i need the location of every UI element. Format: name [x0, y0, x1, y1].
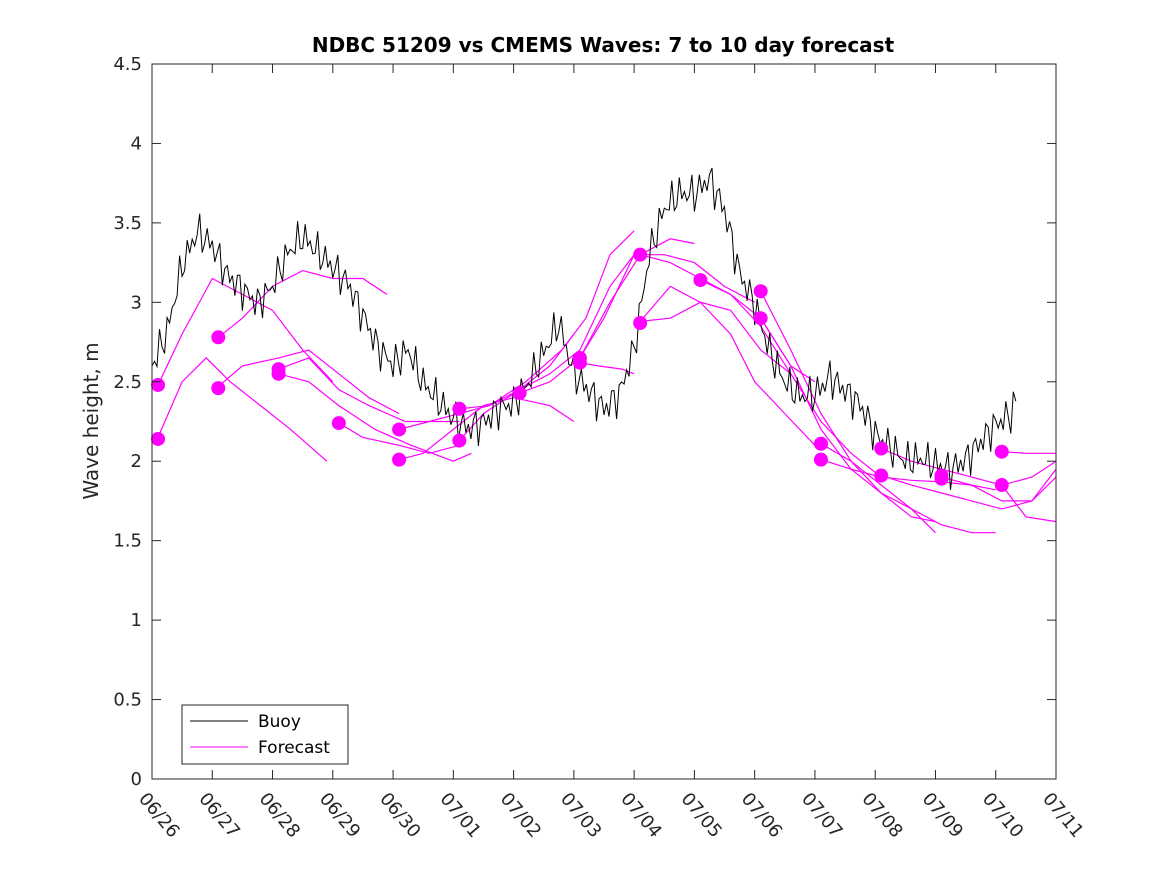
y-tick-label: 3 [131, 292, 142, 313]
y-tick-label: 1.5 [113, 531, 142, 552]
forecast-marker [151, 377, 166, 392]
forecast-marker [392, 422, 407, 437]
forecast-marker [331, 416, 346, 431]
forecast-line [278, 373, 472, 462]
buoy-series-group [151, 167, 1017, 490]
forecast-line [278, 357, 460, 423]
forecast-marker [452, 433, 467, 448]
forecast-markers-group [151, 247, 1009, 493]
y-tick-label: 0.5 [113, 690, 142, 711]
forecast-line [157, 357, 328, 462]
forecast-line [1001, 484, 1057, 523]
forecast-line [941, 468, 1057, 502]
legend: Buoy Forecast [181, 704, 349, 765]
buoy-line [151, 167, 1017, 490]
y-axis-label: Wave height, m [79, 342, 103, 499]
plot-frame [151, 63, 1057, 780]
forecast-marker [874, 441, 889, 456]
forecast-marker [512, 385, 527, 400]
forecast-marker [211, 330, 226, 345]
y-tick-label: 1 [131, 610, 142, 631]
legend-box [181, 704, 349, 765]
forecast-marker [994, 478, 1009, 493]
forecast-marker [271, 366, 286, 381]
forecast-marker [753, 311, 768, 326]
forecast-marker [813, 436, 828, 451]
y-tick-label: 0 [131, 769, 142, 790]
forecast-marker [572, 355, 587, 370]
forecast-line [157, 277, 334, 386]
forecast-marker [874, 468, 889, 483]
forecast-marker [633, 315, 648, 330]
forecast-line [820, 443, 996, 534]
forecast-marker [693, 273, 708, 288]
y-tick-label: 4.5 [113, 54, 142, 75]
forecast-line [459, 230, 635, 410]
forecast-line [639, 285, 816, 446]
forecast-marker [211, 381, 226, 396]
forecast-line [880, 447, 1057, 486]
forecast-marker [934, 471, 949, 486]
forecast-line [217, 269, 388, 338]
legend-forecast-label: Forecast [258, 738, 330, 758]
forecast-marker [392, 452, 407, 467]
forecast-line [338, 422, 460, 454]
y-tick-label: 3.5 [113, 213, 142, 234]
y-tick-label: 2 [131, 451, 142, 472]
forecast-series-group [157, 230, 1057, 534]
forecast-line [217, 349, 400, 415]
forecast-marker [994, 444, 1009, 459]
forecast-line [398, 397, 575, 461]
y-axis: 0 0.5 1 1.5 2 2.5 3 3.5 4 4.5 [113, 54, 1056, 790]
forecast-marker [452, 401, 467, 416]
chart-title: NDBC 51209 vs CMEMS Waves: 7 to 10 day f… [312, 33, 895, 57]
y-tick-label: 4 [131, 133, 142, 154]
forecast-marker [633, 247, 648, 262]
forecast-marker [813, 452, 828, 467]
forecast-marker [151, 431, 166, 446]
forecast-line [579, 254, 755, 359]
forecast-line [640, 301, 792, 375]
plot-area [152, 64, 1056, 779]
forecast-line [1001, 451, 1056, 454]
y-tick-label: 2.5 [113, 372, 142, 393]
forecast-line [519, 238, 695, 394]
legend-buoy-label: Buoy [258, 712, 301, 732]
forecast-marker [753, 284, 768, 299]
forecast-line [579, 362, 635, 375]
